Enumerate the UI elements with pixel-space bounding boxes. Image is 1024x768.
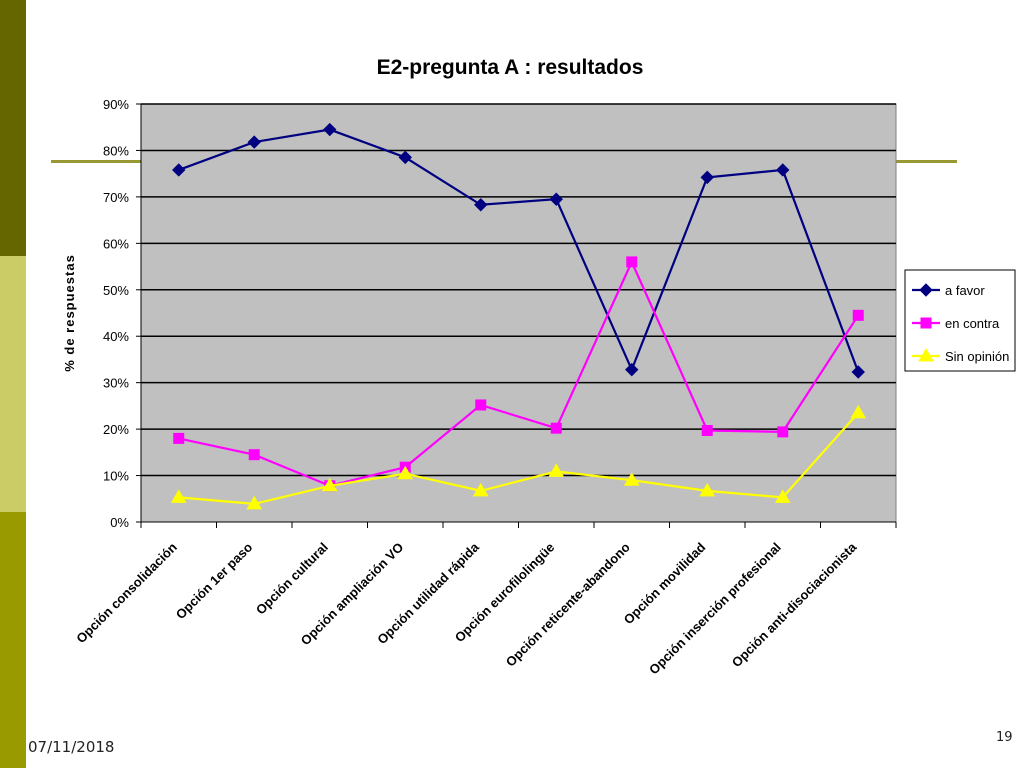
legend: a favor en contra Sin opinión bbox=[904, 269, 1016, 372]
data-point bbox=[173, 432, 185, 444]
series-line-en-contra bbox=[178, 259, 860, 487]
x-tick-label: Opción inserción profesional bbox=[646, 540, 784, 678]
data-point bbox=[625, 362, 639, 377]
legend-item: a favor bbox=[912, 283, 985, 298]
data-point bbox=[850, 404, 867, 419]
data-point bbox=[777, 426, 789, 438]
data-point bbox=[248, 449, 260, 461]
y-tick-label: 60% bbox=[103, 236, 129, 251]
series-line-a-favor bbox=[178, 128, 860, 373]
data-point bbox=[550, 422, 562, 434]
data-point bbox=[774, 489, 791, 503]
y-tick-label: 70% bbox=[103, 190, 129, 205]
data-point bbox=[700, 170, 714, 185]
series-line-sin-opini-n bbox=[178, 412, 860, 505]
data-point bbox=[172, 163, 186, 177]
data-point bbox=[852, 309, 864, 321]
data-point bbox=[549, 192, 563, 206]
y-tick-label: 0% bbox=[110, 515, 129, 530]
data-point bbox=[776, 163, 790, 177]
data-point bbox=[548, 463, 565, 477]
legend-label: a favor bbox=[945, 283, 985, 298]
y-tick-label: 50% bbox=[103, 283, 129, 298]
slide-number: 19 bbox=[996, 730, 1013, 745]
y-tick-labels: 0% 10% 20% 30% 40% 50% 60% 70% 80% 90% bbox=[103, 97, 129, 530]
data-point bbox=[475, 399, 487, 411]
data-point bbox=[323, 122, 337, 137]
data-point bbox=[246, 495, 263, 510]
chart-title: E2-pregunta A : resultados bbox=[377, 56, 644, 79]
data-point bbox=[851, 365, 865, 379]
x-tick-label: Opción movilidad bbox=[621, 539, 709, 627]
data-point bbox=[472, 482, 489, 497]
legend-item: Sin opinión bbox=[912, 348, 1009, 364]
data-point bbox=[701, 425, 713, 437]
data-point bbox=[321, 477, 338, 492]
series-a-favor bbox=[172, 122, 865, 379]
legend-marker bbox=[919, 283, 933, 297]
gridlines bbox=[141, 103, 896, 477]
data-point bbox=[699, 482, 716, 497]
y-tick-label: 10% bbox=[103, 469, 129, 484]
x-tick-label: Opción reticente-abandono bbox=[503, 539, 633, 669]
data-point bbox=[474, 198, 488, 212]
decor-stripe-top bbox=[0, 0, 26, 256]
x-tick-label: Opción consolidación bbox=[73, 539, 180, 646]
legend-item: en contra bbox=[912, 316, 1000, 331]
y-tick-label: 90% bbox=[103, 97, 129, 112]
x-tick-label: Opción anti-disociacionista bbox=[729, 539, 860, 670]
decor-rule-right bbox=[896, 160, 957, 163]
decor-stripe-bottom bbox=[0, 512, 26, 768]
slide-date: 07/11/2018 bbox=[28, 738, 115, 756]
data-point bbox=[398, 150, 412, 165]
y-axis-label: % de respuestas bbox=[62, 254, 77, 372]
y-tick-label: 30% bbox=[103, 376, 129, 391]
data-point bbox=[170, 489, 187, 503]
decor-rule-left bbox=[51, 160, 143, 163]
x-tick-label: Opción 1er paso bbox=[173, 539, 256, 622]
legend-marker bbox=[920, 317, 932, 329]
legend-label: Sin opinión bbox=[945, 349, 1009, 364]
data-point bbox=[397, 465, 414, 480]
data-point bbox=[623, 472, 640, 486]
axes bbox=[136, 103, 897, 528]
y-tick-label: 20% bbox=[103, 422, 129, 437]
data-point bbox=[247, 135, 261, 149]
series-sin-opini-n bbox=[170, 404, 867, 510]
decor-stripe-middle bbox=[0, 256, 26, 512]
data-point bbox=[626, 256, 638, 268]
x-tick-label: Opción cultural bbox=[253, 540, 331, 618]
y-tick-label: 80% bbox=[103, 143, 129, 158]
series-layer bbox=[170, 122, 867, 510]
legend-marker bbox=[918, 348, 934, 362]
plot-area bbox=[140, 103, 897, 523]
legend-label: en contra bbox=[945, 316, 1000, 331]
y-tick-label: 40% bbox=[103, 329, 129, 344]
